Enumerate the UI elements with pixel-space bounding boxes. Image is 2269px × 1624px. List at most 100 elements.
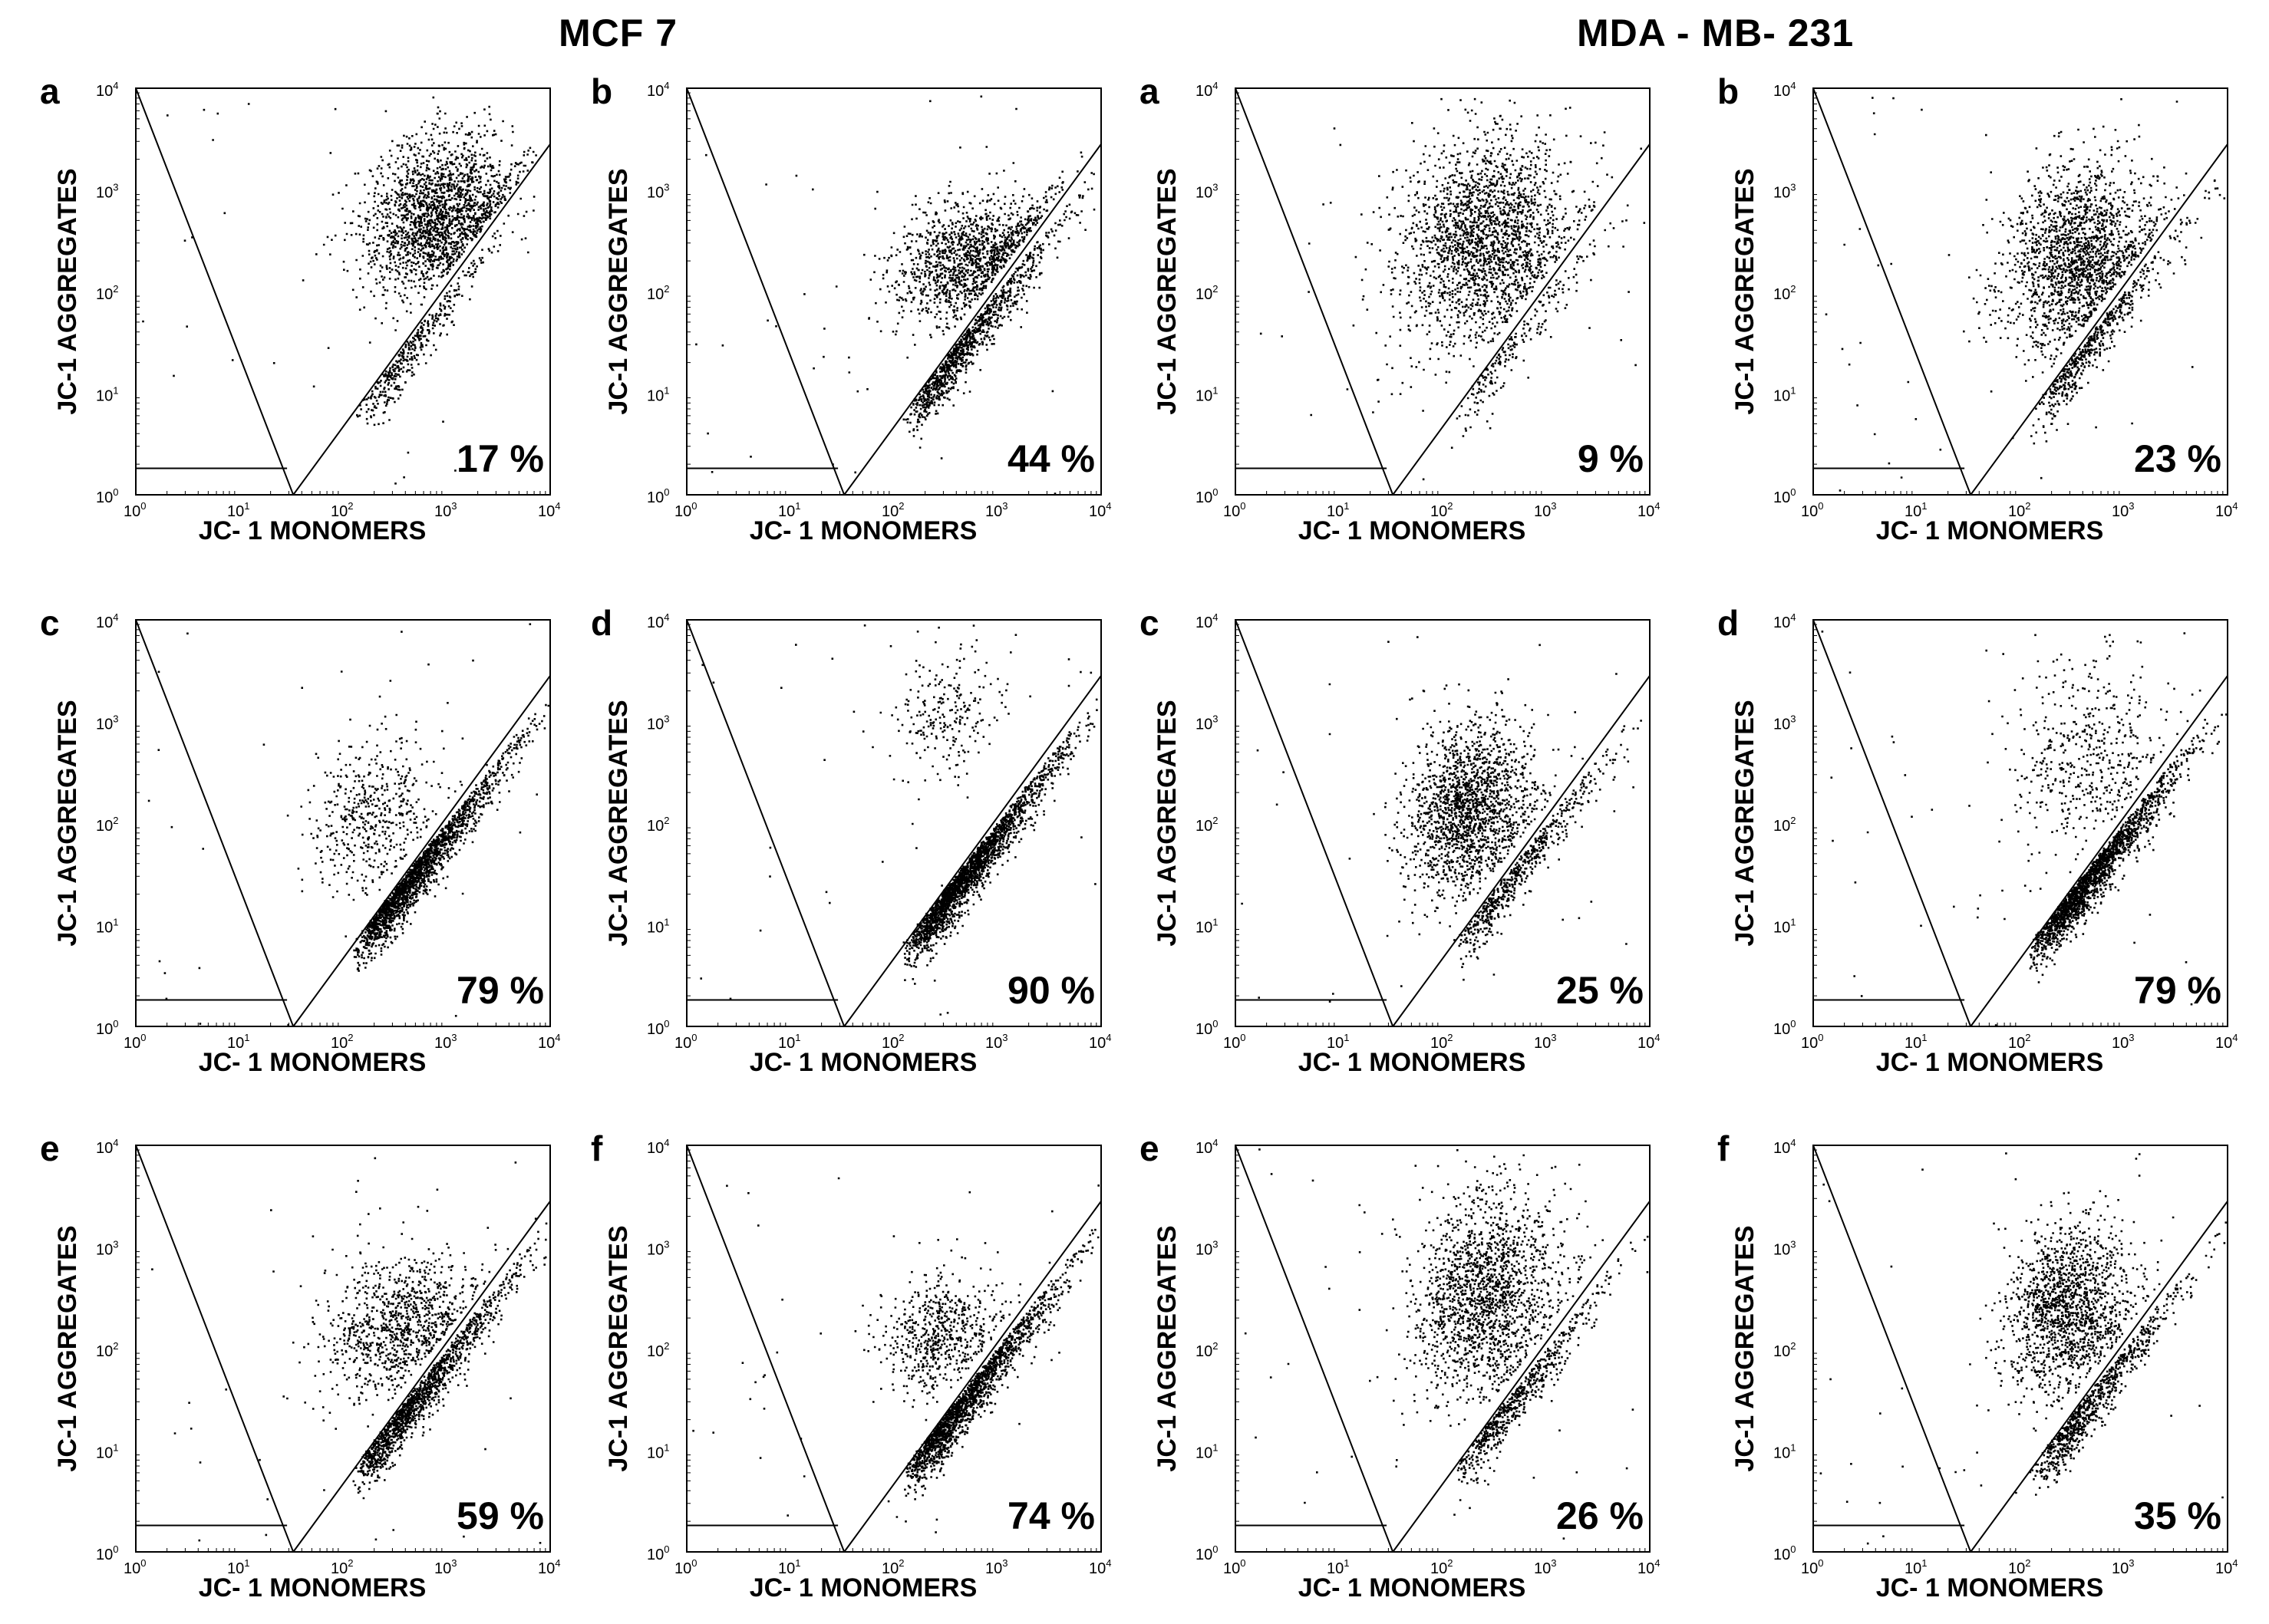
y-tick-label: 102 [1773,283,1796,303]
y-tick-label: 103 [96,713,118,733]
y-tick-label: 101 [1196,385,1218,405]
panel-letter: e [40,1128,60,1168]
x-axis-label: JC- 1 MONOMERS [199,1048,427,1077]
x-tick-label: 101 [1905,1557,1927,1577]
percent-label: 9 % [1578,437,1644,480]
event-points [700,624,1098,1016]
gate-line-diagonal [1392,675,1651,1027]
y-tick-label: 101 [647,385,669,405]
plot-frame [1812,87,2228,496]
gate-line-left [1812,1145,1972,1553]
y-axis-label: JC-1 AGGREGATES [604,700,633,946]
y-tick-label: 100 [1196,1018,1218,1038]
x-axis-label: JC- 1 MONOMERS [199,516,427,545]
y-tick-label: 102 [1196,815,1218,835]
y-tick-label: 100 [647,1543,669,1563]
y-tick-label: 104 [647,611,669,631]
x-tick-label: 100 [124,1032,146,1052]
x-tick-label: 104 [2215,500,2238,520]
y-tick-label: 103 [1773,1239,1796,1259]
x-axis-label: JC- 1 MONOMERS [1876,1048,2104,1077]
x-tick-label: 102 [882,1032,904,1052]
y-tick-label: 101 [96,385,118,405]
x-axis-label: JC- 1 MONOMERS [1876,1573,2104,1603]
gate-line-diagonal [1970,675,2228,1027]
event-points [151,1157,548,1544]
x-tick-label: 102 [882,1557,904,1577]
y-tick-label: 104 [1196,80,1218,100]
y-axis-label: JC-1 AGGREGATES [1730,168,1759,414]
x-tick-label: 102 [1430,500,1453,520]
x-tick-label: 104 [1637,1032,1660,1052]
y-tick-label: 104 [1196,1137,1218,1157]
x-tick-label: 104 [538,500,560,520]
x-axis-label: JC- 1 MONOMERS [750,516,978,545]
x-axis-label: JC- 1 MONOMERS [1298,516,1526,545]
event-points [147,623,550,1026]
x-tick-label: 102 [331,1557,353,1577]
x-tick-label: 103 [434,500,457,520]
y-axis-label: JC-1 AGGREGATES [53,700,82,946]
y-axis-label: JC-1 AGGREGATES [1153,168,1182,414]
event-points [1241,636,1642,1003]
gate-line-left [1812,87,1972,496]
percent-label: 17 % [457,437,544,480]
x-tick-label: 103 [985,500,1008,520]
x-tick-label: 104 [1637,1557,1660,1577]
x-tick-label: 101 [778,1032,800,1052]
group-title-mcf7: MCF 7 [559,12,678,54]
y-tick-label: 104 [647,1137,669,1157]
x-tick-label: 100 [1223,500,1245,520]
plot-frame [686,619,1102,1027]
x-tick-label: 103 [2112,1032,2134,1052]
panel-letter: a [40,71,60,111]
panel-letter: f [1717,1128,1730,1168]
x-tick-label: 100 [124,1557,146,1577]
percent-label: 25 % [1556,969,1644,1012]
y-axis-label: JC-1 AGGREGATES [53,168,82,414]
x-tick-label: 100 [1223,1032,1245,1052]
y-tick-label: 103 [96,182,118,202]
plot-frame [686,87,1102,496]
x-tick-label: 100 [1801,1557,1823,1577]
y-tick-label: 102 [1773,1340,1796,1360]
panel-letter: d [1717,603,1739,643]
gate-line-diagonal [1392,143,1651,496]
gate-line-left [1235,87,1394,496]
panel-letter: e [1139,1128,1159,1168]
y-tick-label: 102 [96,815,118,835]
gate-line-left [1235,619,1394,1027]
panel-letter: c [1139,603,1159,643]
x-tick-label: 100 [1801,1032,1823,1052]
x-tick-label: 101 [1327,500,1349,520]
y-tick-label: 100 [1773,1543,1796,1563]
x-tick-label: 102 [331,1032,353,1052]
y-tick-label: 102 [96,1340,118,1360]
event-points [1244,1148,1649,1540]
y-tick-label: 102 [647,283,669,303]
x-tick-label: 100 [124,500,146,520]
gate-line-left [135,1145,295,1553]
x-tick-label: 102 [2008,1032,2030,1052]
x-tick-label: 103 [434,1557,457,1577]
x-tick-label: 104 [1089,1557,1111,1577]
y-tick-label: 101 [647,917,669,937]
event-points [1819,1152,2228,1545]
y-axis-label: JC-1 AGGREGATES [1730,700,1759,946]
percent-label: 90 % [1008,969,1095,1012]
percent-label: 79 % [2134,969,2221,1012]
y-tick-label: 103 [1773,182,1796,202]
x-tick-label: 102 [331,500,353,520]
y-tick-label: 103 [647,182,669,202]
plot-frame [1235,619,1651,1027]
y-tick-label: 104 [96,611,118,631]
